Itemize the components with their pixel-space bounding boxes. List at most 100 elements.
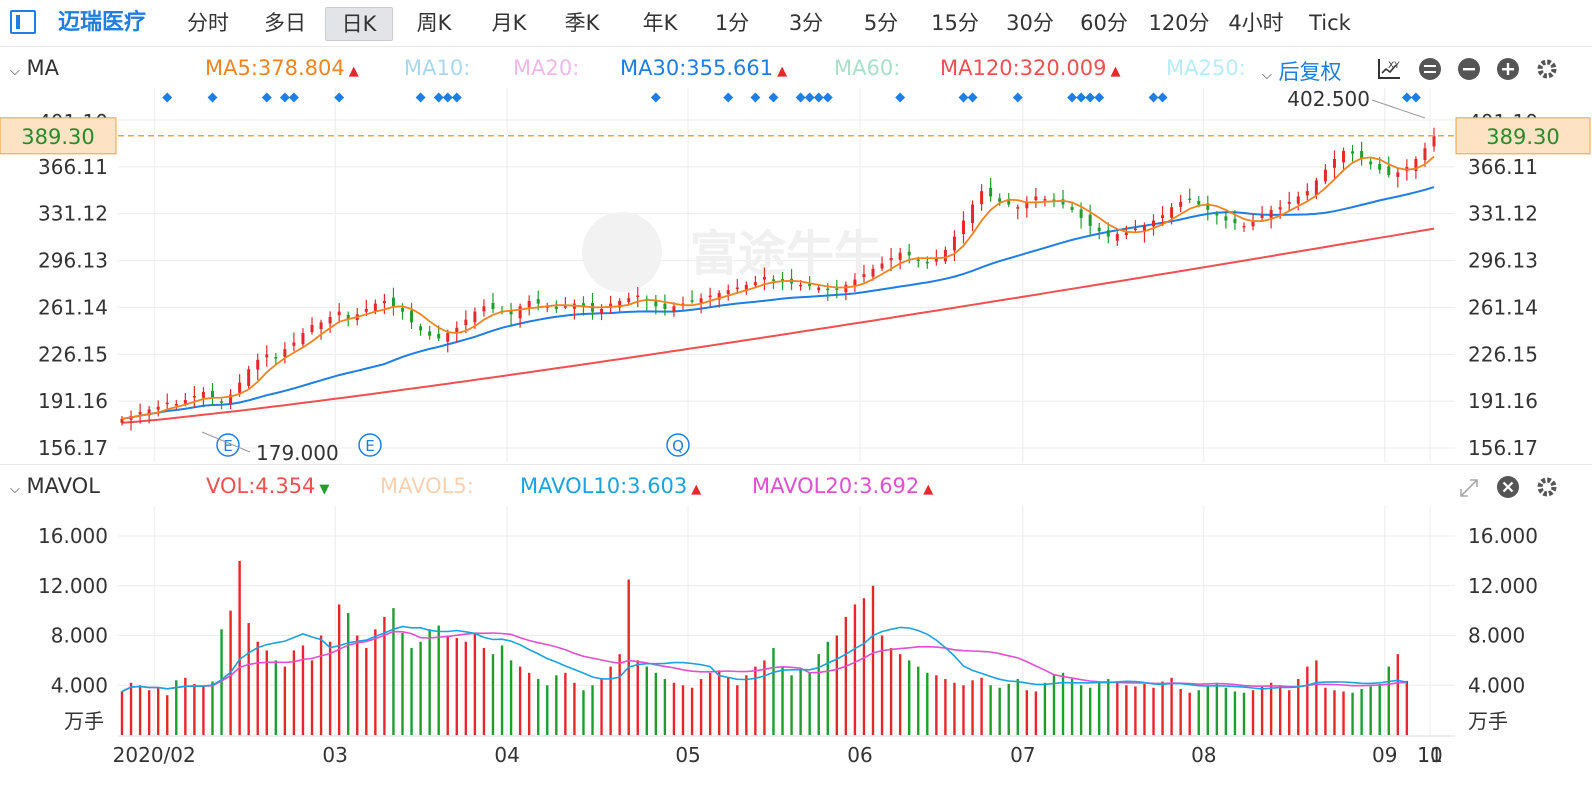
candle-body [1387, 166, 1391, 176]
news-marker[interactable] [1076, 92, 1087, 103]
period-tab-15[interactable]: 4小时 [1228, 11, 1284, 35]
candle-body [808, 283, 812, 287]
candle-body [446, 333, 450, 342]
period-tab-6[interactable]: 季K [564, 11, 600, 35]
stock-name[interactable]: 迈瑞医疗 [58, 10, 147, 35]
event-marker[interactable] [216, 433, 240, 457]
volume-bar [455, 637, 458, 735]
news-marker[interactable] [967, 92, 978, 103]
news-marker[interactable] [1157, 92, 1168, 103]
period-tab-9[interactable]: 3分 [788, 11, 824, 35]
expand-icon[interactable] [1458, 477, 1480, 499]
news-marker[interactable] [162, 92, 173, 103]
period-tab-16[interactable]: Tick [1309, 11, 1351, 35]
candle-body [473, 311, 477, 323]
news-marker[interactable] [958, 92, 969, 103]
news-marker[interactable] [768, 92, 779, 103]
news-marker[interactable] [750, 92, 761, 103]
ma-indicator-select[interactable]: ⌵ MA [10, 56, 59, 80]
volume-bar [573, 682, 576, 735]
news-marker[interactable] [1067, 92, 1078, 103]
news-marker[interactable] [1094, 92, 1105, 103]
volume-bar [962, 685, 965, 735]
vol-indicator-select[interactable]: ⌵ MAVOL [10, 474, 100, 498]
news-marker[interactable] [650, 92, 661, 103]
adjust-select[interactable]: ⌵ 后复权 [1262, 56, 1342, 86]
candle-body [952, 236, 956, 251]
period-tab-8[interactable]: 1分 [714, 11, 750, 35]
news-marker[interactable] [1085, 92, 1096, 103]
candle-body [1314, 180, 1318, 196]
collapse-panel-icon[interactable] [1418, 57, 1442, 81]
volume-tick-left: 4.000 [51, 673, 108, 697]
news-marker[interactable] [822, 92, 833, 103]
sidebar-toggle-icon[interactable] [10, 10, 36, 34]
news-marker[interactable] [795, 92, 806, 103]
candle-body [482, 306, 486, 312]
close-icon[interactable] [1496, 475, 1520, 499]
news-marker[interactable] [1410, 92, 1421, 103]
candle-body [871, 268, 875, 277]
price-tick-right: 261.14 [1468, 295, 1538, 319]
news-marker[interactable] [804, 92, 815, 103]
news-marker[interactable] [1012, 92, 1023, 103]
candle-body [1115, 233, 1119, 241]
candle-body [419, 326, 423, 331]
volume-bar [745, 675, 748, 735]
axis-scale-icon[interactable]: XY [1376, 57, 1402, 81]
period-tab-2[interactable]: 多日 [264, 11, 306, 35]
event-marker-label: E [365, 437, 374, 455]
news-marker[interactable] [261, 92, 272, 103]
period-tab-5[interactable]: 月K [491, 11, 527, 35]
gear-icon[interactable] [1535, 57, 1559, 81]
volume-bar [763, 660, 766, 735]
candle-body [817, 287, 821, 291]
period-tab-4[interactable]: 周K [416, 11, 452, 35]
volume-bar [1007, 684, 1010, 735]
candle-body [1161, 215, 1165, 219]
candle-body [1124, 231, 1128, 236]
news-marker[interactable] [433, 92, 444, 103]
period-tab-13[interactable]: 60分 [1080, 11, 1128, 35]
news-marker[interactable] [288, 92, 299, 103]
period-tab-12[interactable]: 30分 [1006, 11, 1054, 35]
period-tab-3[interactable]: 日K [325, 7, 393, 41]
news-marker[interactable] [451, 92, 462, 103]
volume-bar [220, 629, 223, 735]
news-marker[interactable] [895, 92, 906, 103]
news-marker[interactable] [723, 92, 734, 103]
event-marker[interactable] [666, 433, 690, 457]
zoom-out-icon[interactable] [1457, 57, 1481, 81]
ma-label-6: MA120:320.009 ▲ [940, 56, 1121, 80]
zoom-in-icon[interactable] [1496, 57, 1520, 81]
candle-body [1188, 198, 1192, 201]
candle-body [645, 298, 649, 301]
candle-body [572, 303, 576, 309]
news-marker[interactable] [279, 92, 290, 103]
period-tab-7[interactable]: 年K [642, 11, 678, 35]
period-tab-14[interactable]: 120分 [1148, 11, 1210, 35]
candle-body [581, 303, 585, 307]
current-price-box-right [1455, 117, 1591, 155]
period-tab-10[interactable]: 5分 [863, 11, 899, 35]
news-marker[interactable] [1148, 92, 1159, 103]
news-marker[interactable] [442, 92, 453, 103]
gear-icon[interactable] [1535, 475, 1559, 499]
news-marker[interactable] [207, 92, 218, 103]
candle-body [1405, 167, 1409, 172]
news-marker[interactable] [415, 92, 426, 103]
candle-body [790, 278, 794, 284]
period-tab-11[interactable]: 15分 [931, 11, 979, 35]
news-marker[interactable] [334, 92, 345, 103]
news-marker[interactable] [813, 92, 824, 103]
news-marker[interactable] [1401, 92, 1412, 103]
volume-bar [419, 641, 422, 735]
volume-bar [1251, 690, 1255, 735]
volume-bar [1179, 688, 1182, 735]
candle-body [799, 284, 803, 287]
x-tick-label: 08 [1191, 743, 1216, 767]
volume-bar [238, 560, 241, 735]
period-tab-1[interactable]: 分时 [187, 11, 229, 35]
event-marker[interactable] [358, 433, 382, 457]
